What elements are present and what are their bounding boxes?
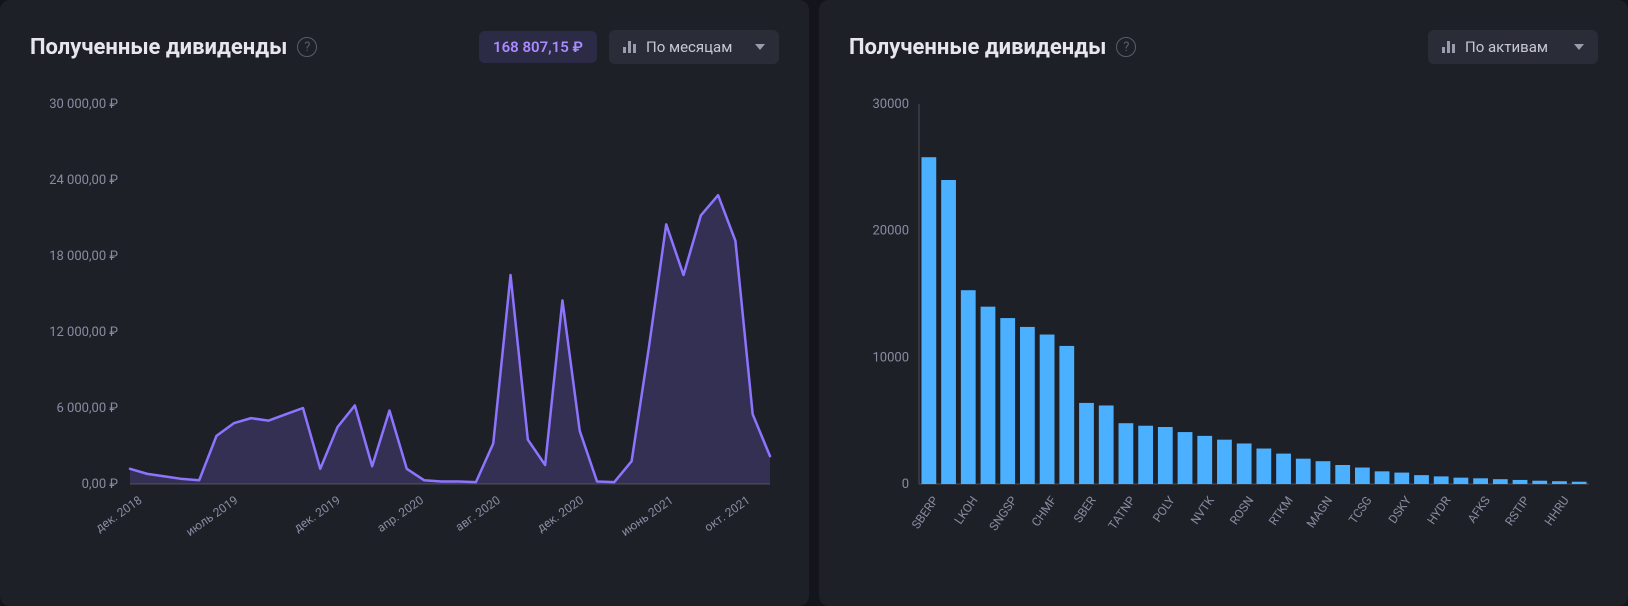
svg-text:10000: 10000 <box>872 350 909 365</box>
svg-text:MAGN: MAGN <box>1304 494 1336 531</box>
svg-text:NVTK: NVTK <box>1188 493 1217 527</box>
svg-text:дек. 2018: дек. 2018 <box>93 493 145 535</box>
chevron-down-icon <box>755 44 765 50</box>
svg-text:AFKS: AFKS <box>1465 494 1493 526</box>
bar-chart-icon <box>1442 41 1455 53</box>
svg-text:POLY: POLY <box>1150 493 1178 525</box>
svg-text:HYDR: HYDR <box>1424 493 1454 527</box>
help-icon[interactable]: ? <box>297 37 317 57</box>
svg-text:18 000,00 ₽: 18 000,00 ₽ <box>49 249 118 264</box>
svg-text:0: 0 <box>902 477 909 492</box>
svg-text:0,00 ₽: 0,00 ₽ <box>82 477 119 492</box>
svg-text:SBERP: SBERP <box>909 493 942 531</box>
line-chart: 0,00 ₽ 6 000,00 ₽ 12 000,00 ₽ 18 000,00 ₽ 24… <box>30 94 779 586</box>
svg-text:авг. 2020: авг. 2020 <box>453 493 503 534</box>
svg-text:SNGSP: SNGSP <box>986 493 1020 533</box>
svg-text:апр. 2020: апр. 2020 <box>374 493 426 535</box>
svg-text:RTKM: RTKM <box>1266 494 1296 528</box>
svg-text:DSKY: DSKY <box>1386 493 1415 526</box>
panel-title: Полученные дивиденды ? <box>849 35 1136 60</box>
svg-text:20000: 20000 <box>872 224 909 239</box>
svg-text:SBER: SBER <box>1071 493 1099 525</box>
svg-text:CHMF: CHMF <box>1029 493 1060 529</box>
svg-text:июль 2019: июль 2019 <box>183 493 240 539</box>
panel-header: Полученные дивиденды ? 168 807,15 ₽ По м… <box>30 30 779 64</box>
bar-chart: 0 10000 20000 30000 SBERP LKOHSNGSP CHMF SBERTA… <box>849 94 1598 586</box>
panel-dividends-by-asset: Полученные дивиденды ? По активам 0 10000… <box>819 0 1628 606</box>
dropdown-label: По месяцам <box>646 38 732 56</box>
svg-text:TCSG: TCSG <box>1346 494 1375 527</box>
dropdown-label: По активам <box>1465 38 1548 56</box>
svg-text:24 000,00 ₽: 24 000,00 ₽ <box>49 173 118 188</box>
svg-text:6 000,00 ₽: 6 000,00 ₽ <box>57 401 119 416</box>
bar-chart-icon <box>623 41 636 53</box>
svg-text:HHRU: HHRU <box>1542 494 1572 528</box>
total-badge: 168 807,15 ₽ <box>479 31 597 63</box>
svg-text:дек. 2019: дек. 2019 <box>291 493 343 535</box>
title-text: Полученные дивиденды <box>30 35 287 60</box>
chevron-down-icon <box>1574 44 1584 50</box>
title-text: Полученные дивиденды <box>849 35 1106 60</box>
svg-text:ROSN: ROSN <box>1227 494 1256 528</box>
svg-text:TATNP: TATNP <box>1105 493 1138 532</box>
panel-header: Полученные дивиденды ? По активам <box>849 30 1598 64</box>
svg-text:12 000,00 ₽: 12 000,00 ₽ <box>49 325 118 340</box>
svg-text:LKOH: LKOH <box>952 494 981 527</box>
svg-text:30 000,00 ₽: 30 000,00 ₽ <box>49 97 118 112</box>
panel-title: Полученные дивиденды ? <box>30 35 317 60</box>
help-icon[interactable]: ? <box>1116 37 1136 57</box>
panel-dividends-by-month: Полученные дивиденды ? 168 807,15 ₽ По м… <box>0 0 809 606</box>
svg-text:июнь 2021: июнь 2021 <box>618 493 675 539</box>
svg-text:RSTIP: RSTIP <box>1502 493 1532 528</box>
svg-text:окт. 2021: окт. 2021 <box>702 493 753 534</box>
svg-text:дек. 2020: дек. 2020 <box>534 493 586 535</box>
svg-text:30000: 30000 <box>872 97 909 112</box>
group-by-dropdown[interactable]: По месяцам <box>609 30 779 64</box>
group-by-dropdown[interactable]: По активам <box>1428 30 1598 64</box>
